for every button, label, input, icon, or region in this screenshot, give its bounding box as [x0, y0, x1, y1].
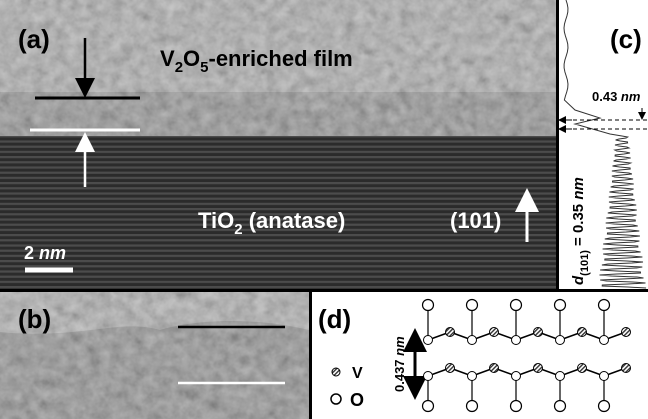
atom	[490, 364, 499, 373]
atom	[468, 372, 477, 381]
atom	[599, 300, 610, 311]
atom	[622, 328, 631, 337]
atom	[512, 336, 521, 345]
atom	[424, 372, 433, 381]
atom	[599, 401, 610, 412]
atom	[467, 401, 478, 412]
plane-label: (101)	[450, 208, 501, 233]
atom	[490, 328, 499, 337]
atom	[467, 300, 478, 311]
atom	[622, 364, 631, 373]
atom	[511, 401, 522, 412]
scale-bar-label: 2 nm	[24, 243, 66, 263]
atom	[555, 401, 566, 412]
atom	[556, 336, 565, 345]
atom	[600, 372, 609, 381]
atom	[534, 328, 543, 337]
atom	[446, 364, 455, 373]
atom	[556, 372, 565, 381]
atom	[534, 364, 543, 373]
panel-label: (c)	[610, 24, 642, 54]
atom	[511, 300, 522, 311]
page: (a) V2O5-enriched film TiO2 (anatase) (1…	[0, 0, 648, 419]
atom	[578, 364, 587, 373]
panel-label: (b)	[18, 304, 51, 334]
atom	[424, 336, 433, 345]
atom	[600, 336, 609, 345]
atom	[468, 336, 477, 345]
spacing-label: 0.437 nm	[392, 336, 407, 392]
atom	[578, 328, 587, 337]
atom	[423, 401, 434, 412]
panel-b: (b)	[0, 292, 309, 419]
panel-c: (c) 0.43 nm d(101) = 0.35 nm	[559, 0, 648, 289]
atom	[423, 300, 434, 311]
atom	[446, 328, 455, 337]
atom	[555, 300, 566, 311]
figure: (a) V2O5-enriched film TiO2 (anatase) (1…	[0, 0, 648, 419]
legend-label: O	[350, 390, 364, 410]
panel-label: (d)	[318, 304, 351, 334]
atom	[512, 372, 521, 381]
panel-d: (d) 0.437 nm V O	[312, 292, 648, 419]
panel-label: (a)	[18, 24, 50, 54]
legend-label: V	[352, 365, 363, 382]
panel-a: (a) V2O5-enriched film TiO2 (anatase) (1…	[0, 0, 556, 289]
spacing-label: 0.43 nm	[592, 89, 641, 104]
